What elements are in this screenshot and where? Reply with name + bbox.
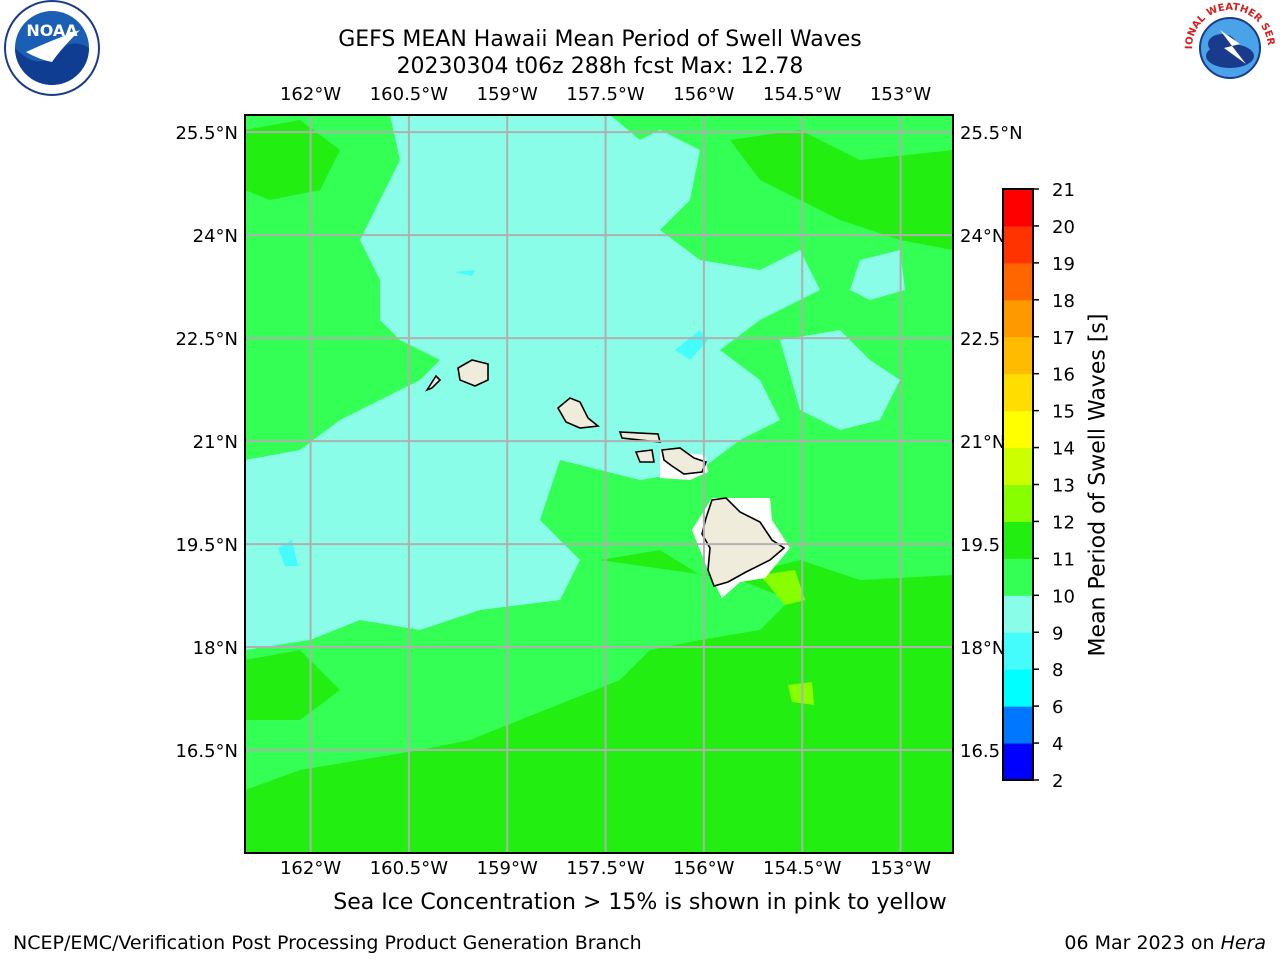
footer-branch: NCEP/EMC/Verification Post Processing Pr… — [13, 932, 642, 954]
swell-contour-10 — [245, 115, 820, 650]
island-kauai — [457, 359, 489, 387]
lon-label-bottom: 160.5°W — [370, 858, 449, 879]
colorbar-swatch — [1003, 743, 1033, 781]
swell-contour-11d — [245, 650, 340, 720]
lon-label-top: 162°W — [280, 84, 341, 105]
lon-label-top: 159°W — [477, 84, 538, 105]
colorbar-swatch — [1003, 299, 1033, 338]
lat-label-right: 25.5°N — [960, 123, 1023, 144]
colorbar-tick-label: 13 — [1052, 476, 1075, 497]
colorbar-swatch — [1003, 410, 1033, 449]
colorbar-swatch — [1003, 373, 1033, 412]
axis-labels: 162°W 162°W 160.5°W 160.5°W 159°W 159°W 157.5°… — [175, 84, 1022, 879]
nws-logo-icon: NATIONAL WEATHER SERVICE — [1176, 0, 1276, 94]
island-oahu — [556, 397, 601, 429]
swell-contour-9b — [455, 270, 475, 276]
footer-host: Hera — [1220, 932, 1266, 954]
swell-contour-11 — [245, 550, 953, 853]
lat-label-left: 16.5°N — [175, 741, 238, 762]
island-lanai — [634, 449, 655, 463]
chart-title: GEFS MEAN Hawaii Mean Period of Swell Wa… — [338, 27, 862, 52]
swell-contour-11c — [245, 120, 340, 200]
lon-label-bottom: 159°W — [477, 858, 538, 879]
swell-contour-9c — [278, 540, 298, 566]
colorbar-tick-label: 16 — [1052, 365, 1075, 386]
sea-ice-note: Sea Ice Concentration > 15% is shown in … — [333, 890, 947, 915]
lon-label-top: 157.5°W — [566, 84, 645, 105]
colorbar-tick-label: 8 — [1052, 660, 1063, 681]
colorbar-tick-label: 18 — [1052, 291, 1075, 312]
swell-contour-10b — [850, 250, 905, 300]
colorbar-tick-label: 14 — [1052, 439, 1075, 460]
lon-label-bottom: 154.5°W — [763, 858, 842, 879]
island-maui — [661, 447, 708, 475]
colorbar-swatch — [1003, 225, 1033, 264]
colorbar-swatch — [1003, 521, 1033, 559]
colorbar-swatch — [1003, 336, 1033, 375]
colorbar-swatch — [1003, 484, 1033, 522]
colorbar-swatch — [1003, 558, 1033, 596]
lat-label-right: 21°N — [960, 432, 1005, 453]
lon-label-bottom: 153°W — [870, 858, 931, 879]
lat-label-right: 24°N — [960, 226, 1005, 247]
colorbar-tick-label: 19 — [1052, 254, 1075, 275]
lat-label-right: 18°N — [960, 638, 1005, 659]
lon-label-top: 160.5°W — [370, 84, 449, 105]
lon-label-top: 156°W — [673, 84, 734, 105]
nws-logo: NATIONAL WEATHER SERVICE — [1176, 0, 1280, 104]
swell-contour-11b — [730, 130, 953, 250]
lat-label-left: 24°N — [193, 226, 238, 247]
noaa-logo-icon: NOAA — [4, 0, 100, 96]
colorbar-tick-label: 9 — [1052, 623, 1063, 644]
lat-label-left: 21°N — [193, 432, 238, 453]
lat-label-left: 19.5°N — [175, 535, 238, 556]
colorbar-swatch — [1003, 262, 1033, 301]
colorbar-tick-label: 12 — [1052, 512, 1075, 533]
colorbar-tick-label: 17 — [1052, 328, 1075, 349]
lon-label-bottom: 162°W — [280, 858, 341, 879]
graticule — [245, 115, 953, 853]
map-frame — [244, 114, 954, 854]
swell-contour-10c — [780, 330, 900, 430]
colorbar-tick-label: 6 — [1052, 697, 1063, 718]
island-niihau — [424, 374, 442, 392]
colorbar-swatch — [1003, 595, 1033, 633]
colorbar-tick-label: 11 — [1052, 549, 1075, 570]
swell-contour-12 — [760, 570, 805, 605]
colorbar-tick-label: 2 — [1052, 771, 1063, 792]
lat-label-left: 25.5°N — [175, 123, 238, 144]
lon-label-bottom: 156°W — [673, 858, 734, 879]
noaa-logo: NOAA — [0, 0, 104, 104]
colorbar-tick-label: 20 — [1052, 217, 1075, 238]
chart-subtitle-run: 20230304 t06z 288h fcst Max: 12.78 — [396, 54, 804, 79]
lon-label-top: 154.5°W — [763, 84, 842, 105]
footer-date: 06 Mar 2023 on Hera — [1064, 932, 1266, 954]
colorbar-tick-label: 10 — [1052, 586, 1075, 607]
footer-date-text: 06 Mar 2023 on — [1064, 932, 1221, 954]
islands — [424, 359, 786, 587]
colorbar-tick-label: 4 — [1052, 734, 1063, 755]
lon-label-bottom: 157.5°W — [566, 858, 645, 879]
colorbar-tick-label: 21 — [1052, 180, 1075, 201]
map-area — [245, 115, 953, 853]
swell-contour-12b — [788, 682, 814, 705]
colorbar-swatch — [1003, 706, 1033, 744]
svg-text:NOAA: NOAA — [26, 21, 78, 40]
colorbar: 2 4 6 8 9 10 11 12 13 14 15 16 17 18 19 20 21 — [1002, 180, 1075, 792]
colorbar-label: Mean Period of Swell Waves [s] — [1085, 313, 1111, 657]
colorbar-swatch — [1003, 632, 1033, 670]
colorbar-swatch — [1003, 447, 1033, 485]
colorbar-swatch — [1003, 189, 1033, 227]
colorbar-swatch — [1003, 669, 1033, 707]
lon-label-top: 153°W — [870, 84, 931, 105]
colorbar-tick-label: 15 — [1052, 402, 1075, 423]
lat-label-left: 22.5°N — [175, 329, 238, 350]
lat-label-left: 18°N — [193, 638, 238, 659]
